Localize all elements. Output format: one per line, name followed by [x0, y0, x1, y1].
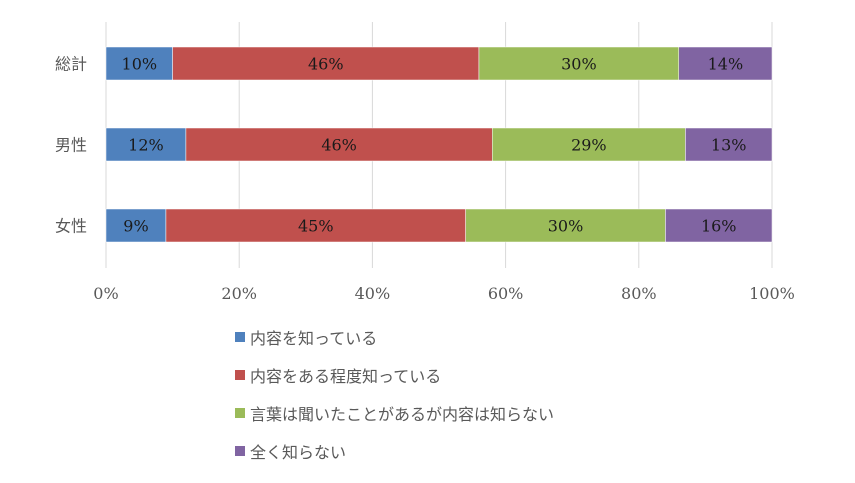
- legend: 内容を知っている 内容をある程度知っている 言葉は聞いたことがあるが内容は知らな…: [235, 318, 554, 470]
- legend-item-4: 全く知らない: [235, 432, 554, 470]
- category-label: 男性: [55, 136, 87, 155]
- bar-segment: [465, 208, 666, 243]
- bar-segment: [165, 208, 466, 243]
- legend-swatch-1: [235, 332, 245, 342]
- data-label: 30%: [561, 55, 597, 74]
- legend-item-1: 内容を知っている: [235, 318, 554, 356]
- data-label: 46%: [321, 136, 357, 155]
- bar-segment: [105, 208, 167, 243]
- data-label: 46%: [308, 55, 344, 74]
- data-label: 12%: [128, 136, 164, 155]
- data-label: 16%: [701, 217, 737, 236]
- data-label: 10%: [122, 55, 158, 74]
- x-tick-label: 40%: [355, 284, 391, 303]
- x-tick-label: 100%: [749, 284, 795, 303]
- data-label: 14%: [708, 55, 744, 74]
- data-label: 45%: [298, 217, 334, 236]
- bar-segment: [665, 208, 773, 243]
- bar-segment: [678, 46, 773, 81]
- data-label: 9%: [123, 217, 148, 236]
- x-tick-label: 20%: [221, 284, 257, 303]
- category-label: 総計: [55, 55, 87, 74]
- data-label: 13%: [711, 136, 747, 155]
- bar-segment: [492, 127, 686, 162]
- legend-swatch-2: [235, 370, 245, 380]
- x-tick-label: 0%: [93, 284, 118, 303]
- legend-label-2: 内容をある程度知っている: [250, 367, 442, 386]
- bar-segment: [685, 127, 773, 162]
- legend-item-3: 言葉は聞いたことがあるが内容は知らない: [235, 394, 554, 432]
- x-tick-label: 80%: [621, 284, 657, 303]
- legend-label-1: 内容を知っている: [250, 329, 378, 348]
- category-label: 女性: [55, 217, 87, 236]
- bar-segment: [185, 127, 493, 162]
- legend-swatch-3: [235, 408, 245, 418]
- stacked-bar-plot: 0% 20% 40% 60% 80% 100% 総計 10% 46% 30% 14% 男性 12% 46%…: [55, 22, 795, 303]
- data-label: 30%: [548, 217, 584, 236]
- x-tick-label: 60%: [488, 284, 524, 303]
- bar-segment: [478, 46, 680, 81]
- legend-label-3: 言葉は聞いたことがあるが内容は知らない: [250, 405, 555, 424]
- legend-item-2: 内容をある程度知っている: [235, 356, 554, 394]
- legend-label-4: 全く知らない: [250, 443, 347, 462]
- bar-segment: [105, 127, 187, 162]
- legend-swatch-4: [235, 446, 245, 456]
- data-label: 29%: [571, 136, 607, 155]
- bar-segment: [105, 46, 173, 81]
